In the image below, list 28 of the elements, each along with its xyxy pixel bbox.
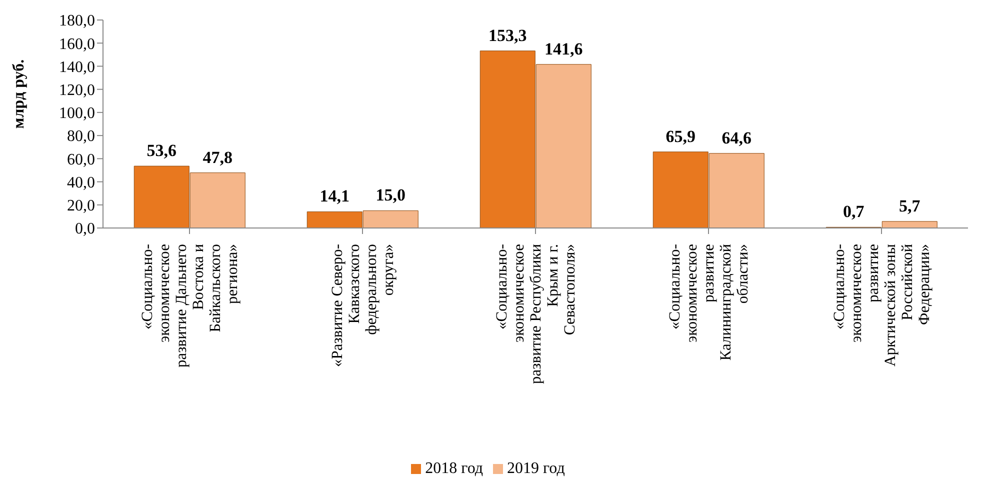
data-label: 64,6 <box>722 128 752 148</box>
y-axis-title: млрд руб. <box>10 59 28 129</box>
data-label: 0,7 <box>843 202 865 222</box>
y-tick-label: 20,0 <box>67 198 95 215</box>
y-tick-label: 40,0 <box>67 174 95 192</box>
data-label: 53,6 <box>146 141 177 160</box>
y-tick-label: 60,0 <box>67 151 95 168</box>
data-label: 5,7 <box>899 196 921 216</box>
data-label: 15,0 <box>376 186 406 205</box>
legend-label: 2018 год <box>425 460 483 477</box>
y-tick-label: 180,0 <box>59 12 95 30</box>
data-label: 153,3 <box>488 26 527 45</box>
y-tick-label: 160,0 <box>59 36 95 53</box>
y-tick-label: 100,0 <box>59 105 95 122</box>
x-tick-label: «Социально-экономическое развитие Калининградской области» <box>666 244 752 361</box>
y-tick-label: 120,0 <box>59 82 95 100</box>
x-tick-label: «Развитие Северо-Кавказского федерального округа» <box>329 244 397 367</box>
y-tick-label: 80,0 <box>67 128 95 146</box>
y-tick-label: 140,0 <box>59 58 95 76</box>
data-label: 65,9 <box>666 126 696 146</box>
x-tick-label: «Социально-экономическое развитие Дальнего Востока и Байкальского региона» <box>139 244 241 368</box>
x-tick-label: «Социально-экономическое развитие Арктической зоны Российской Федерации» <box>831 243 933 366</box>
data-label: 141,6 <box>544 39 583 58</box>
legend-label: 2019 год <box>507 460 565 477</box>
data-label: 47,8 <box>202 148 233 167</box>
data-label: 14,1 <box>320 186 350 206</box>
y-tick-label: 0,0 <box>75 220 95 238</box>
x-tick-label: «Социально-экономическое развитие Республики Крым и г. Севастополя» <box>494 244 578 384</box>
